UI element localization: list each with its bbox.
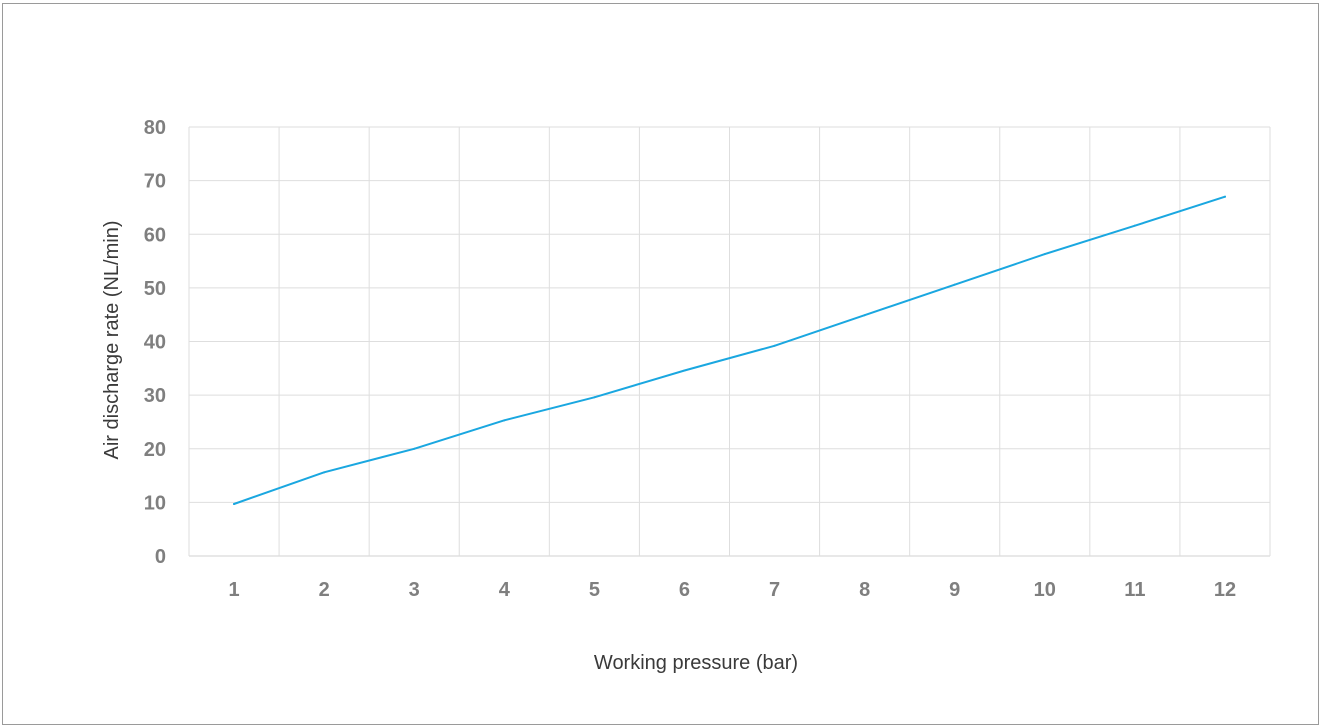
y-axis-title: Air discharge rate (NL/min) [101,221,123,460]
x-tick-label: 9 [949,579,960,601]
x-tick-label: 11 [1124,579,1145,601]
x-tick-label: 2 [319,579,330,601]
data-point [683,369,686,372]
x-axis-ticks: 1 2 3 4 5 6 7 8 9 10 11 12 [228,579,1236,601]
series-line [233,195,1226,505]
y-axis-ticks: 0 10 20 30 40 50 60 70 80 [144,117,166,568]
y-tick-label: 60 [144,224,166,246]
x-tick-label: 10 [1034,579,1056,601]
x-tick-label: 12 [1214,579,1236,601]
y-tick-label: 40 [144,332,166,354]
x-axis-title: Working pressure (bar) [594,652,798,674]
y-tick-label: 70 [144,171,166,193]
data-point [323,471,326,474]
data-point [413,447,416,450]
data-point [593,396,596,399]
x-tick-label: 7 [769,579,780,601]
y-tick-label: 10 [144,492,166,514]
x-tick-label: 5 [589,579,600,601]
data-point [953,283,956,286]
data-point [233,502,236,505]
y-tick-label: 30 [144,385,166,407]
grid-lines [188,126,1271,557]
y-tick-label: 20 [144,439,166,461]
y-tick-label: 0 [155,546,166,568]
y-tick-label: 50 [144,278,166,300]
series-layer [233,195,1226,505]
x-tick-label: 8 [859,579,870,601]
x-tick-label: 4 [499,579,511,601]
data-point [503,419,506,422]
data-point [773,344,776,347]
data-point [1043,253,1046,256]
x-tick-label: 3 [409,579,420,601]
data-point [863,314,866,317]
chart-frame [2,3,1319,725]
y-tick-label: 80 [144,117,166,139]
data-point [1223,195,1226,198]
data-point [1133,224,1136,227]
x-tick-label: 1 [228,579,239,601]
x-tick-label: 6 [679,579,690,601]
